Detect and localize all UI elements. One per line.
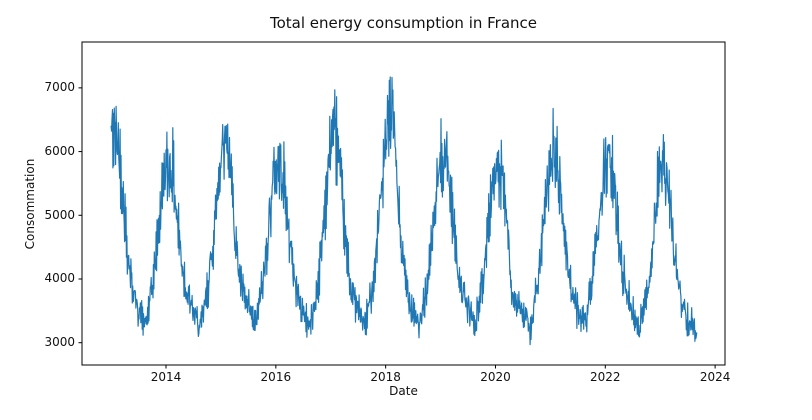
y-tick-label: 6000 xyxy=(44,144,75,159)
x-tick-label: 2018 xyxy=(370,370,401,384)
x-tick-label: 2020 xyxy=(480,370,511,384)
axis-tick-marks xyxy=(78,87,716,369)
x-tick-label: 2022 xyxy=(590,370,621,384)
x-tick-label: 2014 xyxy=(150,370,182,384)
chart-title: Total energy consumption in France xyxy=(269,14,538,32)
axes-frame xyxy=(81,41,726,366)
y-tick-label: 4000 xyxy=(44,271,75,286)
y-tick-label: 7000 xyxy=(44,80,75,95)
y-tick-label: 5000 xyxy=(44,207,75,222)
consumption-line xyxy=(110,76,698,346)
x-tick-label: 2024 xyxy=(699,370,731,384)
x-axis-label: Date xyxy=(389,384,418,398)
x-tick-label: 2016 xyxy=(260,370,292,384)
y-tick-label: 3000 xyxy=(44,335,75,350)
